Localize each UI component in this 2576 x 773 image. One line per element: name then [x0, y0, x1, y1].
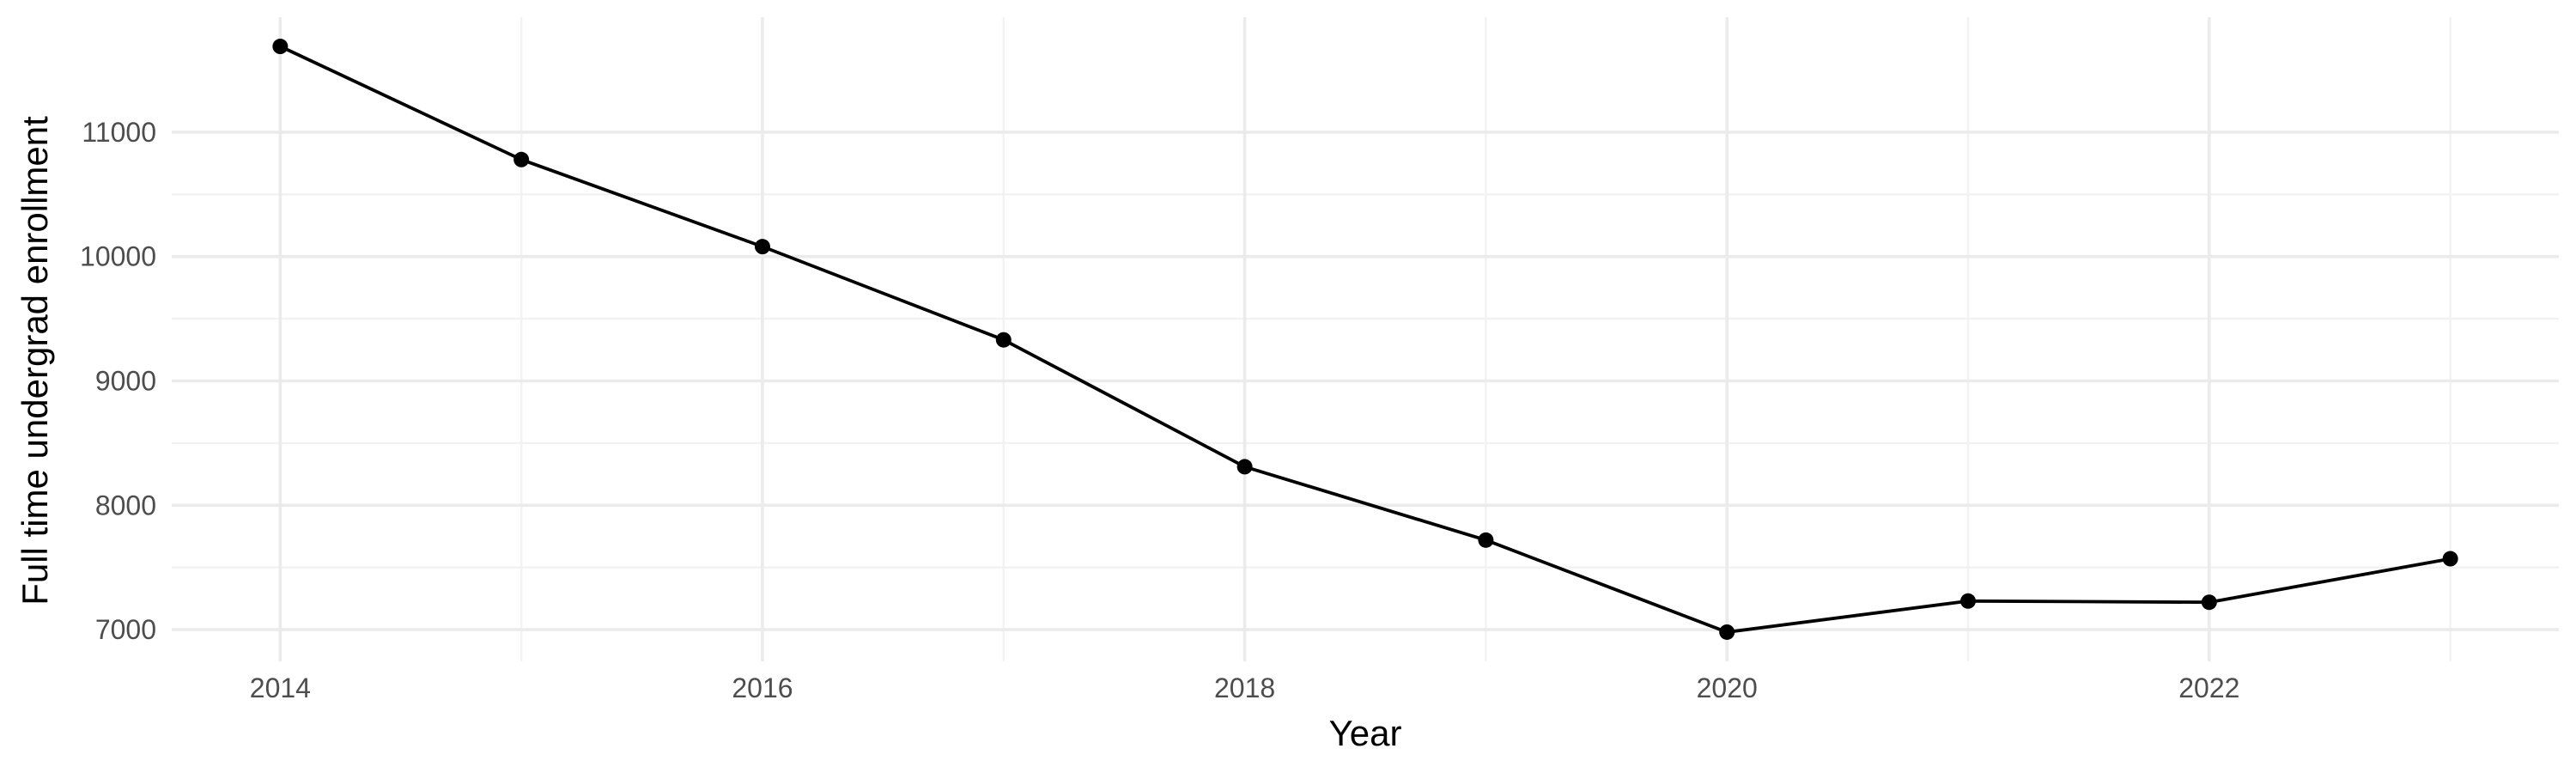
series-line — [279, 45, 2451, 634]
data-points — [272, 39, 2458, 640]
data-point — [1236, 459, 1253, 475]
data-point — [1478, 532, 1494, 548]
y-tick-label: 7000 — [95, 614, 156, 645]
x-tick-label: 2018 — [1214, 673, 1275, 703]
x-tick-label: 2020 — [1697, 673, 1758, 703]
y-tick-label: 8000 — [95, 490, 156, 520]
data-point — [995, 332, 1012, 348]
grid — [172, 17, 2559, 661]
y-tick-label: 9000 — [95, 366, 156, 397]
x-tick-label: 2022 — [2178, 673, 2239, 703]
data-point — [2201, 594, 2217, 611]
data-point — [1719, 624, 1735, 640]
data-point — [754, 239, 770, 255]
y-tick-label: 11000 — [82, 117, 156, 148]
data-point — [2442, 551, 2458, 567]
y-tick-label: 10000 — [80, 241, 156, 272]
data-point — [513, 151, 530, 167]
x-axis-title: Year — [1329, 713, 1402, 753]
tick-labels: 7000 8000 9000 10000 11000 2014 2016 2018 2020 20… — [80, 117, 2239, 703]
x-tick-label: 2016 — [732, 673, 793, 703]
data-point — [272, 39, 289, 55]
data-point — [1960, 593, 1977, 609]
x-tick-label: 2014 — [250, 673, 311, 703]
y-axis-title: Full time undergrad enrollment — [15, 116, 55, 606]
